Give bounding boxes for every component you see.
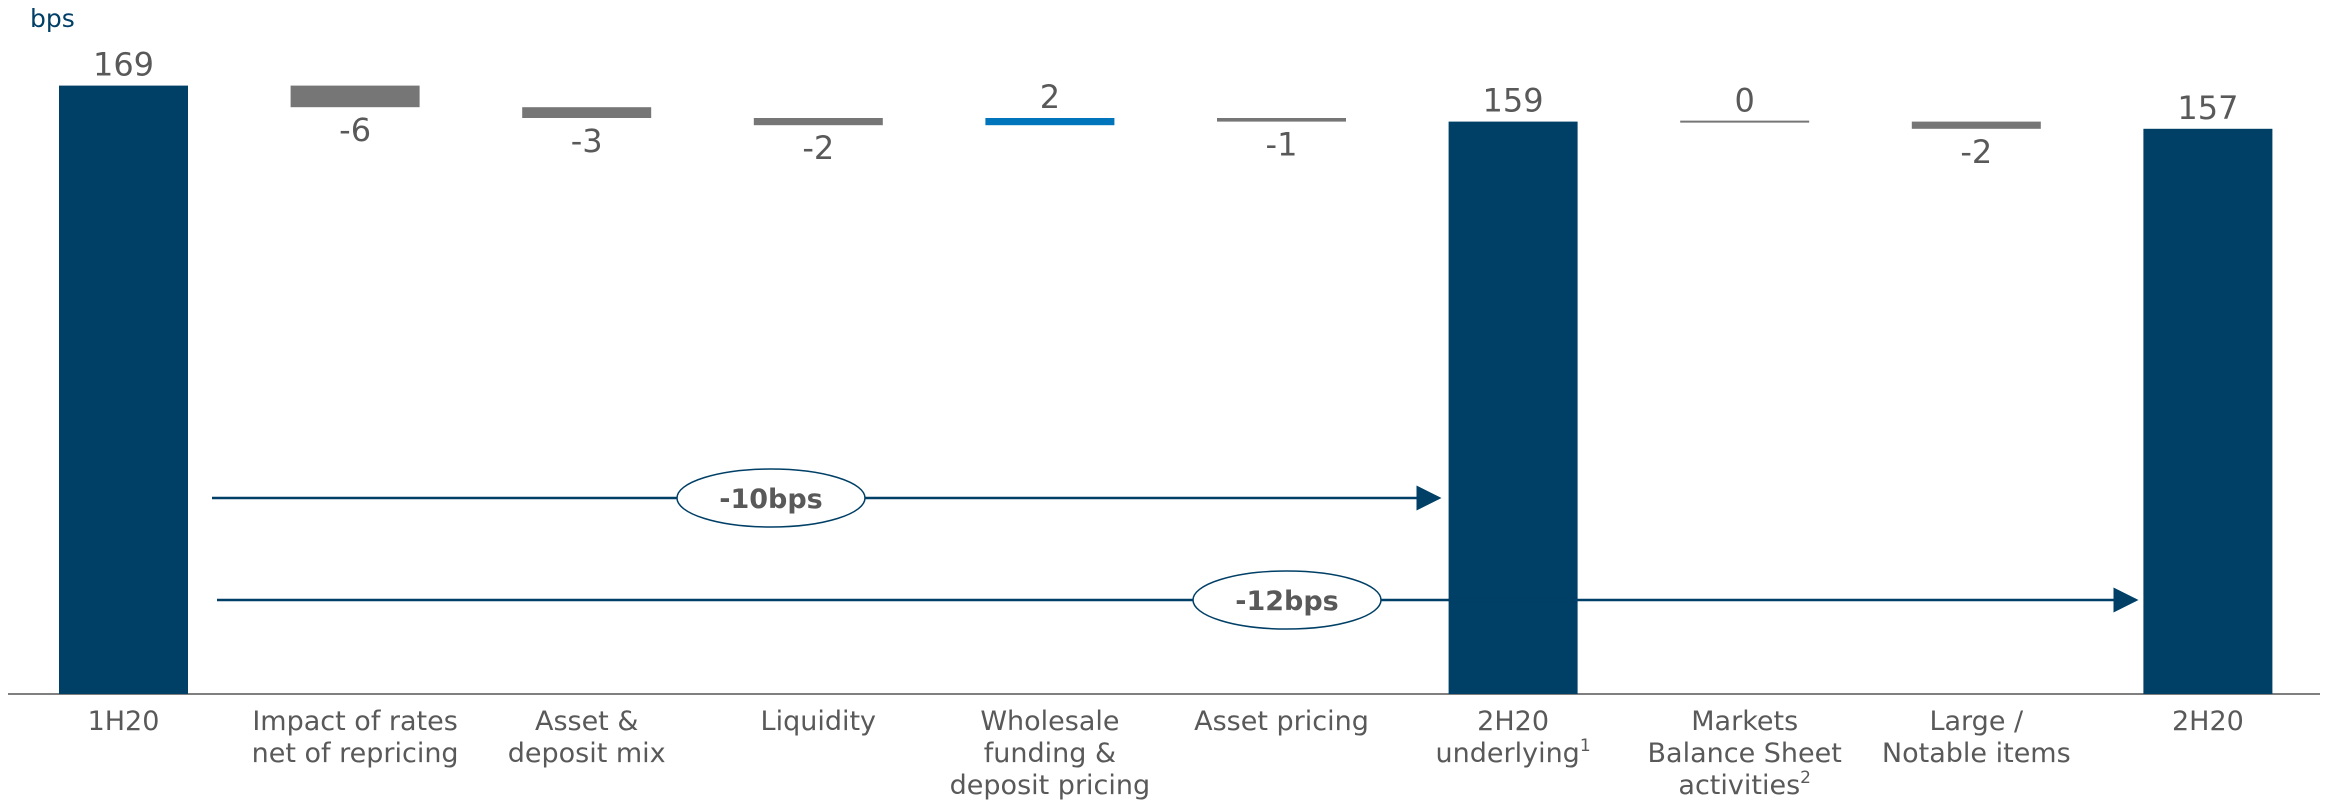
bar [1911, 121, 2041, 129]
x-tick-label: Asset pricing [1194, 706, 1369, 737]
annotation-bubble [676, 468, 866, 528]
x-tick-label: Large / Notable items [1882, 706, 2071, 769]
data-label: -3 [571, 122, 603, 160]
annotation-bubble [1192, 570, 1382, 630]
data-label: 2 [1040, 78, 1060, 116]
annotation-label: -12bps [1235, 586, 1339, 617]
x-tick-label: 1H20 [88, 706, 160, 737]
y-axis-unit-label: bps [30, 4, 75, 33]
data-label: -6 [339, 111, 371, 149]
bar [985, 118, 1115, 126]
x-tick-label: Asset & deposit mix [508, 706, 666, 769]
x-tick-label: Markets Balance Sheet activities2 [1648, 706, 1842, 801]
bar [522, 107, 652, 118]
data-label: 157 [2177, 89, 2238, 127]
bar [59, 85, 188, 695]
x-tick-label: Liquidity [761, 706, 877, 737]
x-tick-label: Impact of rates net of repricing [252, 706, 459, 769]
data-label: -2 [802, 129, 834, 167]
x-tick-label: 2H20 [2172, 706, 2244, 737]
bar [1448, 121, 1578, 695]
data-label: 169 [93, 46, 154, 84]
x-tick-label: Wholesale funding & deposit pricing [950, 706, 1150, 801]
annotation-label: -10bps [719, 484, 823, 515]
bar [753, 118, 883, 126]
data-label: -1 [1266, 126, 1298, 164]
data-label: 159 [1483, 82, 1544, 120]
bar [1217, 118, 1346, 122]
bar [2143, 128, 2273, 695]
data-label: -2 [1960, 133, 1992, 171]
bar [290, 85, 420, 108]
x-tick-label: 2H20 underlying1 [1436, 706, 1591, 769]
data-label: 0 [1735, 82, 1755, 120]
